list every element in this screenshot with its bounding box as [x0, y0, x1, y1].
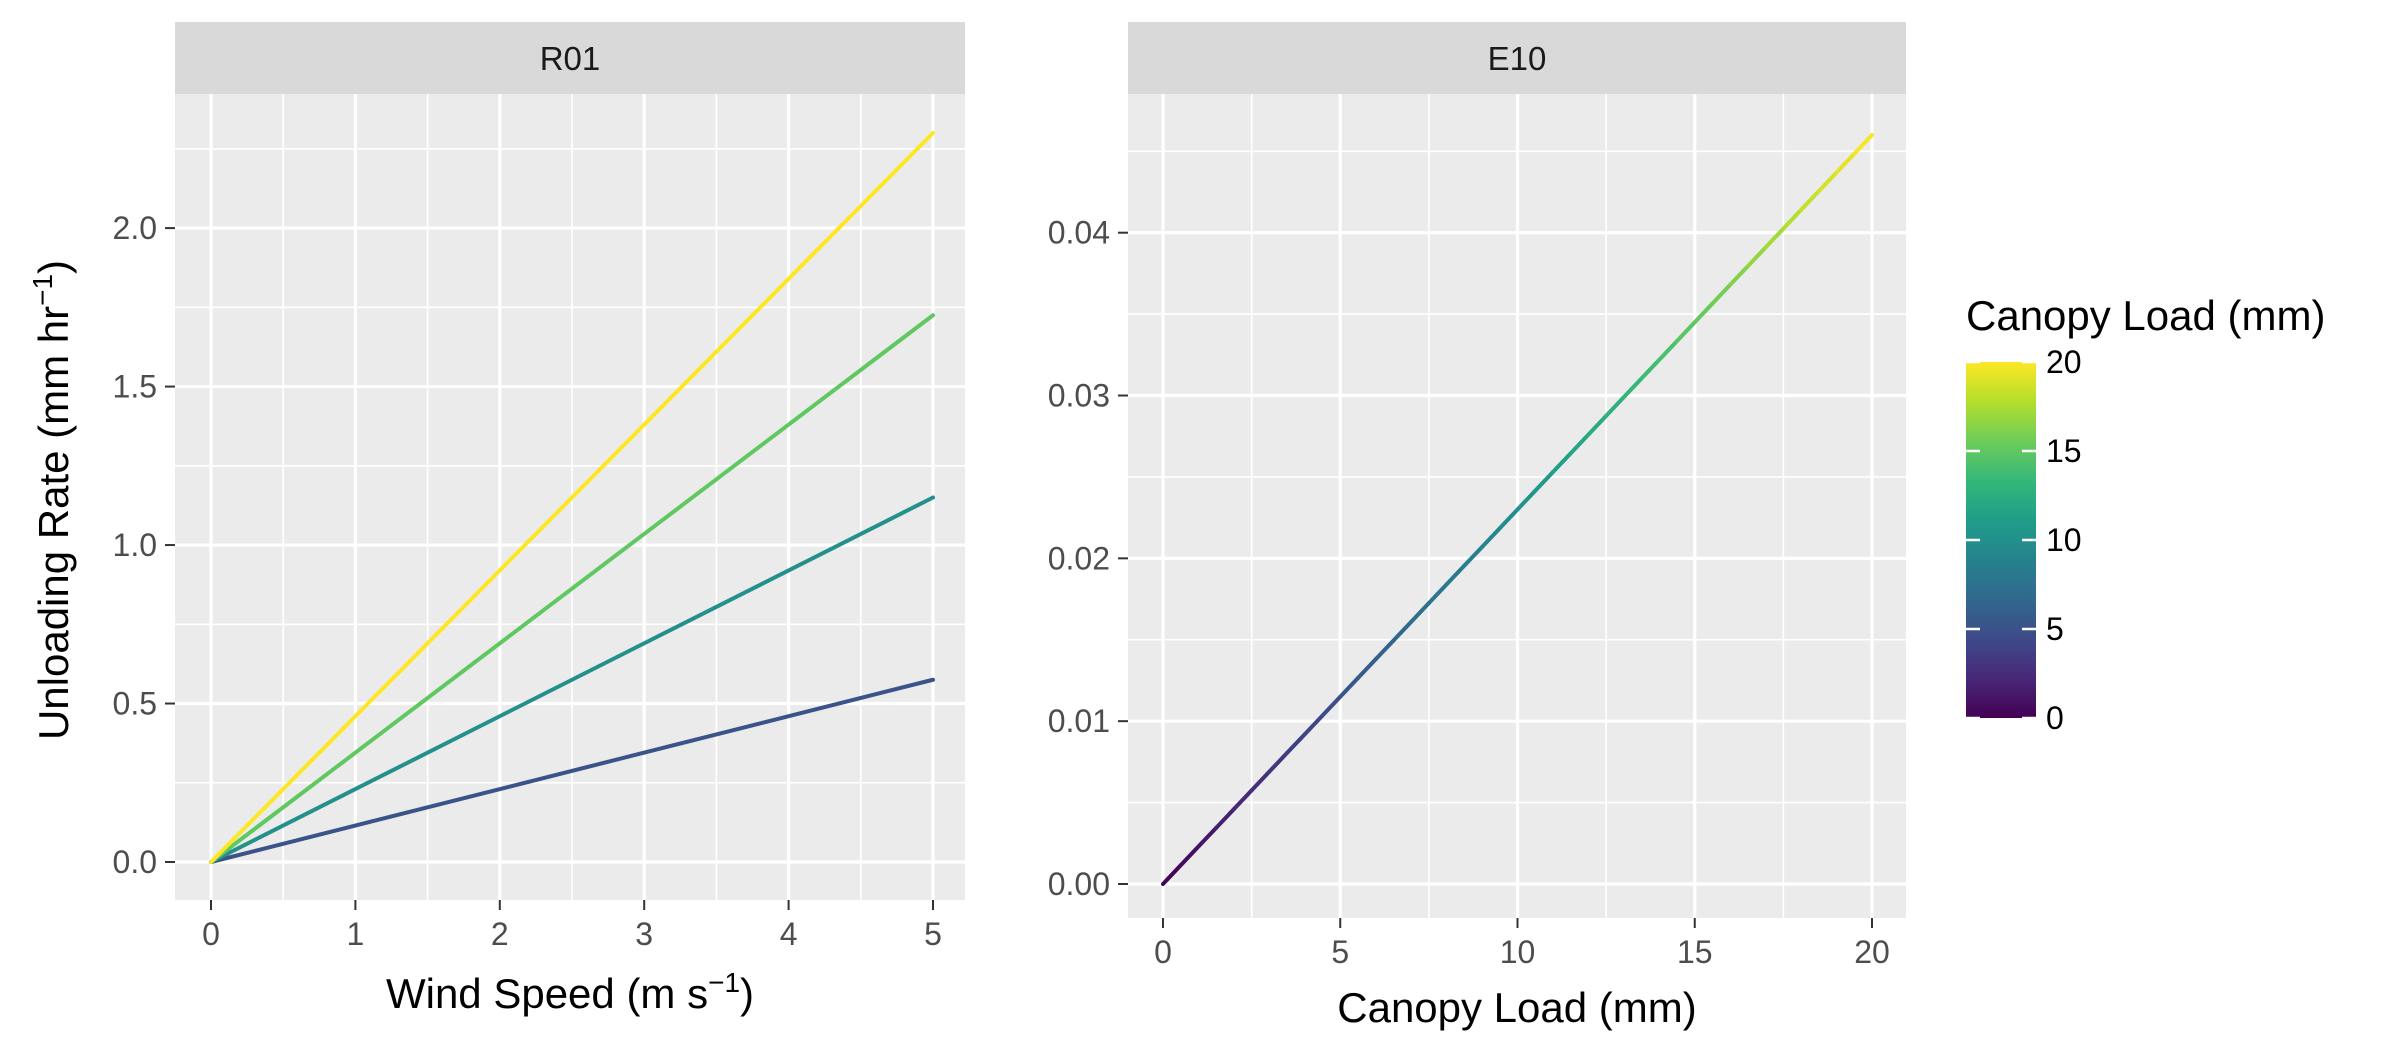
- x-tick-label: 5: [924, 916, 942, 952]
- series-line-segment: [1692, 301, 1715, 325]
- x-tick-label: 1: [347, 916, 365, 952]
- panel-r01-strip-label: R01: [540, 40, 601, 77]
- series-line-segment: [1161, 863, 1183, 886]
- series-line-segment: [1249, 769, 1272, 793]
- series-line-segment: [1728, 264, 1750, 287]
- x-tick-label: 10: [1500, 934, 1536, 970]
- y-tick-label: 0.0: [113, 844, 157, 880]
- series-line-segment: [1834, 151, 1857, 175]
- legend-ticks: 0 5 10 15 20: [1966, 344, 2082, 736]
- series-line-segment: [1338, 676, 1360, 699]
- legend-title: Canopy Load (mm): [1966, 292, 2325, 339]
- series-line-segment: [1214, 807, 1236, 830]
- y-tick-label: 2.0: [113, 210, 157, 246]
- panel-r01-grid: [175, 94, 965, 900]
- series-line-segment: [1267, 750, 1290, 774]
- series-line-segment: [1391, 619, 1414, 643]
- panel-e10-grid: [1128, 94, 1906, 918]
- panel-r01-lines: [209, 131, 935, 864]
- series-line: [209, 313, 935, 864]
- y-tick-label: 0.5: [113, 686, 157, 722]
- panel-e10-strip-label: E10: [1488, 40, 1547, 77]
- panel-r01-y-ticks: 0.0 0.5 1.0 1.5 2.0: [113, 210, 175, 880]
- x-tick-label: 15: [1677, 934, 1713, 970]
- series-line-segment: [1763, 226, 1786, 250]
- series-line-segment: [1621, 376, 1644, 400]
- panel-e10-y-ticks: 0.00 0.01 0.02 0.03 0.04: [1048, 215, 1128, 902]
- series-line-segment: [1639, 357, 1662, 381]
- y-tick-label: 0.02: [1048, 540, 1110, 576]
- series-line-segment: [1355, 657, 1378, 681]
- series-line-segment: [1816, 170, 1839, 194]
- y-tick-label: 1.5: [113, 369, 157, 405]
- series-line-segment: [1302, 713, 1325, 737]
- series-line-segment: [1285, 732, 1307, 755]
- panel-r01-strip: [175, 22, 965, 94]
- x-tick-label: 20: [1854, 934, 1890, 970]
- x-tick-label: 0: [202, 916, 220, 952]
- series-line-segment: [1568, 432, 1591, 456]
- x-tick-label: 5: [1331, 934, 1349, 970]
- series-line: [209, 495, 935, 864]
- panel-e10: E10 0.00 0.01 0.02 0.03 0.04 0 5 10 15 20 Canopy…: [1048, 22, 1906, 1031]
- colorbar-legend: Canopy Load (mm) 0 5 10 15 20: [1966, 292, 2325, 736]
- legend-tick-label: 0: [2046, 700, 2064, 736]
- y-tick-label: 0.00: [1048, 866, 1110, 902]
- series-line-segment: [1781, 207, 1804, 231]
- panel-r01-x-ticks: 0 1 2 3 4 5: [202, 900, 942, 952]
- series-line-segment: [1373, 638, 1396, 662]
- y-axis-title-superscript: −1: [27, 274, 58, 306]
- x-tick-label: 0: [1154, 934, 1172, 970]
- series-line-segment: [1444, 563, 1467, 587]
- series-line-segment: [1409, 601, 1431, 624]
- series-line-segment: [1533, 470, 1555, 493]
- series-line-segment: [1586, 413, 1609, 437]
- y-tick-label: 0.04: [1048, 215, 1110, 251]
- panel-e10-x-ticks: 0 5 10 15 20: [1154, 918, 1890, 970]
- series-line-segment: [1675, 320, 1697, 343]
- series-line-segment: [1710, 282, 1733, 306]
- y-tick-label: 0.03: [1048, 378, 1110, 414]
- series-line-segment: [1657, 338, 1680, 362]
- series-line-segment: [1515, 488, 1538, 512]
- x-axis-title-superscript: −1: [708, 967, 740, 998]
- x-tick-label: 4: [780, 916, 798, 952]
- series-line-segment: [1799, 189, 1821, 212]
- legend-tick-label: 10: [2046, 522, 2082, 558]
- series-line-segment: [1320, 694, 1343, 718]
- series-line-segment: [1745, 245, 1768, 269]
- series-line-segment: [1852, 133, 1874, 156]
- series-line: [209, 131, 935, 864]
- y-tick-label: 1.0: [113, 527, 157, 563]
- series-line-segment: [1178, 844, 1201, 868]
- panel-e10-lines: [1161, 133, 1874, 886]
- x-tick-label: 2: [491, 916, 509, 952]
- series-line-segment: [1604, 395, 1626, 418]
- series-line: [209, 677, 935, 864]
- series-line-segment: [1231, 788, 1254, 812]
- series-line-segment: [1426, 582, 1449, 606]
- series-line-segment: [1497, 507, 1520, 531]
- legend-tick-label: 15: [2046, 433, 2082, 469]
- panel-e10-x-axis-title: Canopy Load (mm): [1337, 984, 1696, 1031]
- series-line-segment: [1462, 544, 1485, 568]
- panel-e10-strip: [1128, 22, 1906, 94]
- series-line-segment: [1480, 526, 1502, 549]
- y-tick-label: 0.01: [1048, 703, 1110, 739]
- x-tick-label: 3: [635, 916, 653, 952]
- y-axis-title: Unloading Rate (mm hr−1): [27, 260, 77, 740]
- panel-r01-x-axis-title: Wind Speed (m s−1): [386, 967, 754, 1017]
- legend-tick-label: 20: [2046, 344, 2082, 380]
- series-line-segment: [1196, 825, 1219, 849]
- series-line-segment: [1550, 451, 1573, 475]
- panel-r01: R01 0.0 0.5 1.0 1.5 2.0 0 1 2 3 4 5 Wind Speed (m…: [113, 22, 965, 1017]
- legend-tick-label: 5: [2046, 611, 2064, 647]
